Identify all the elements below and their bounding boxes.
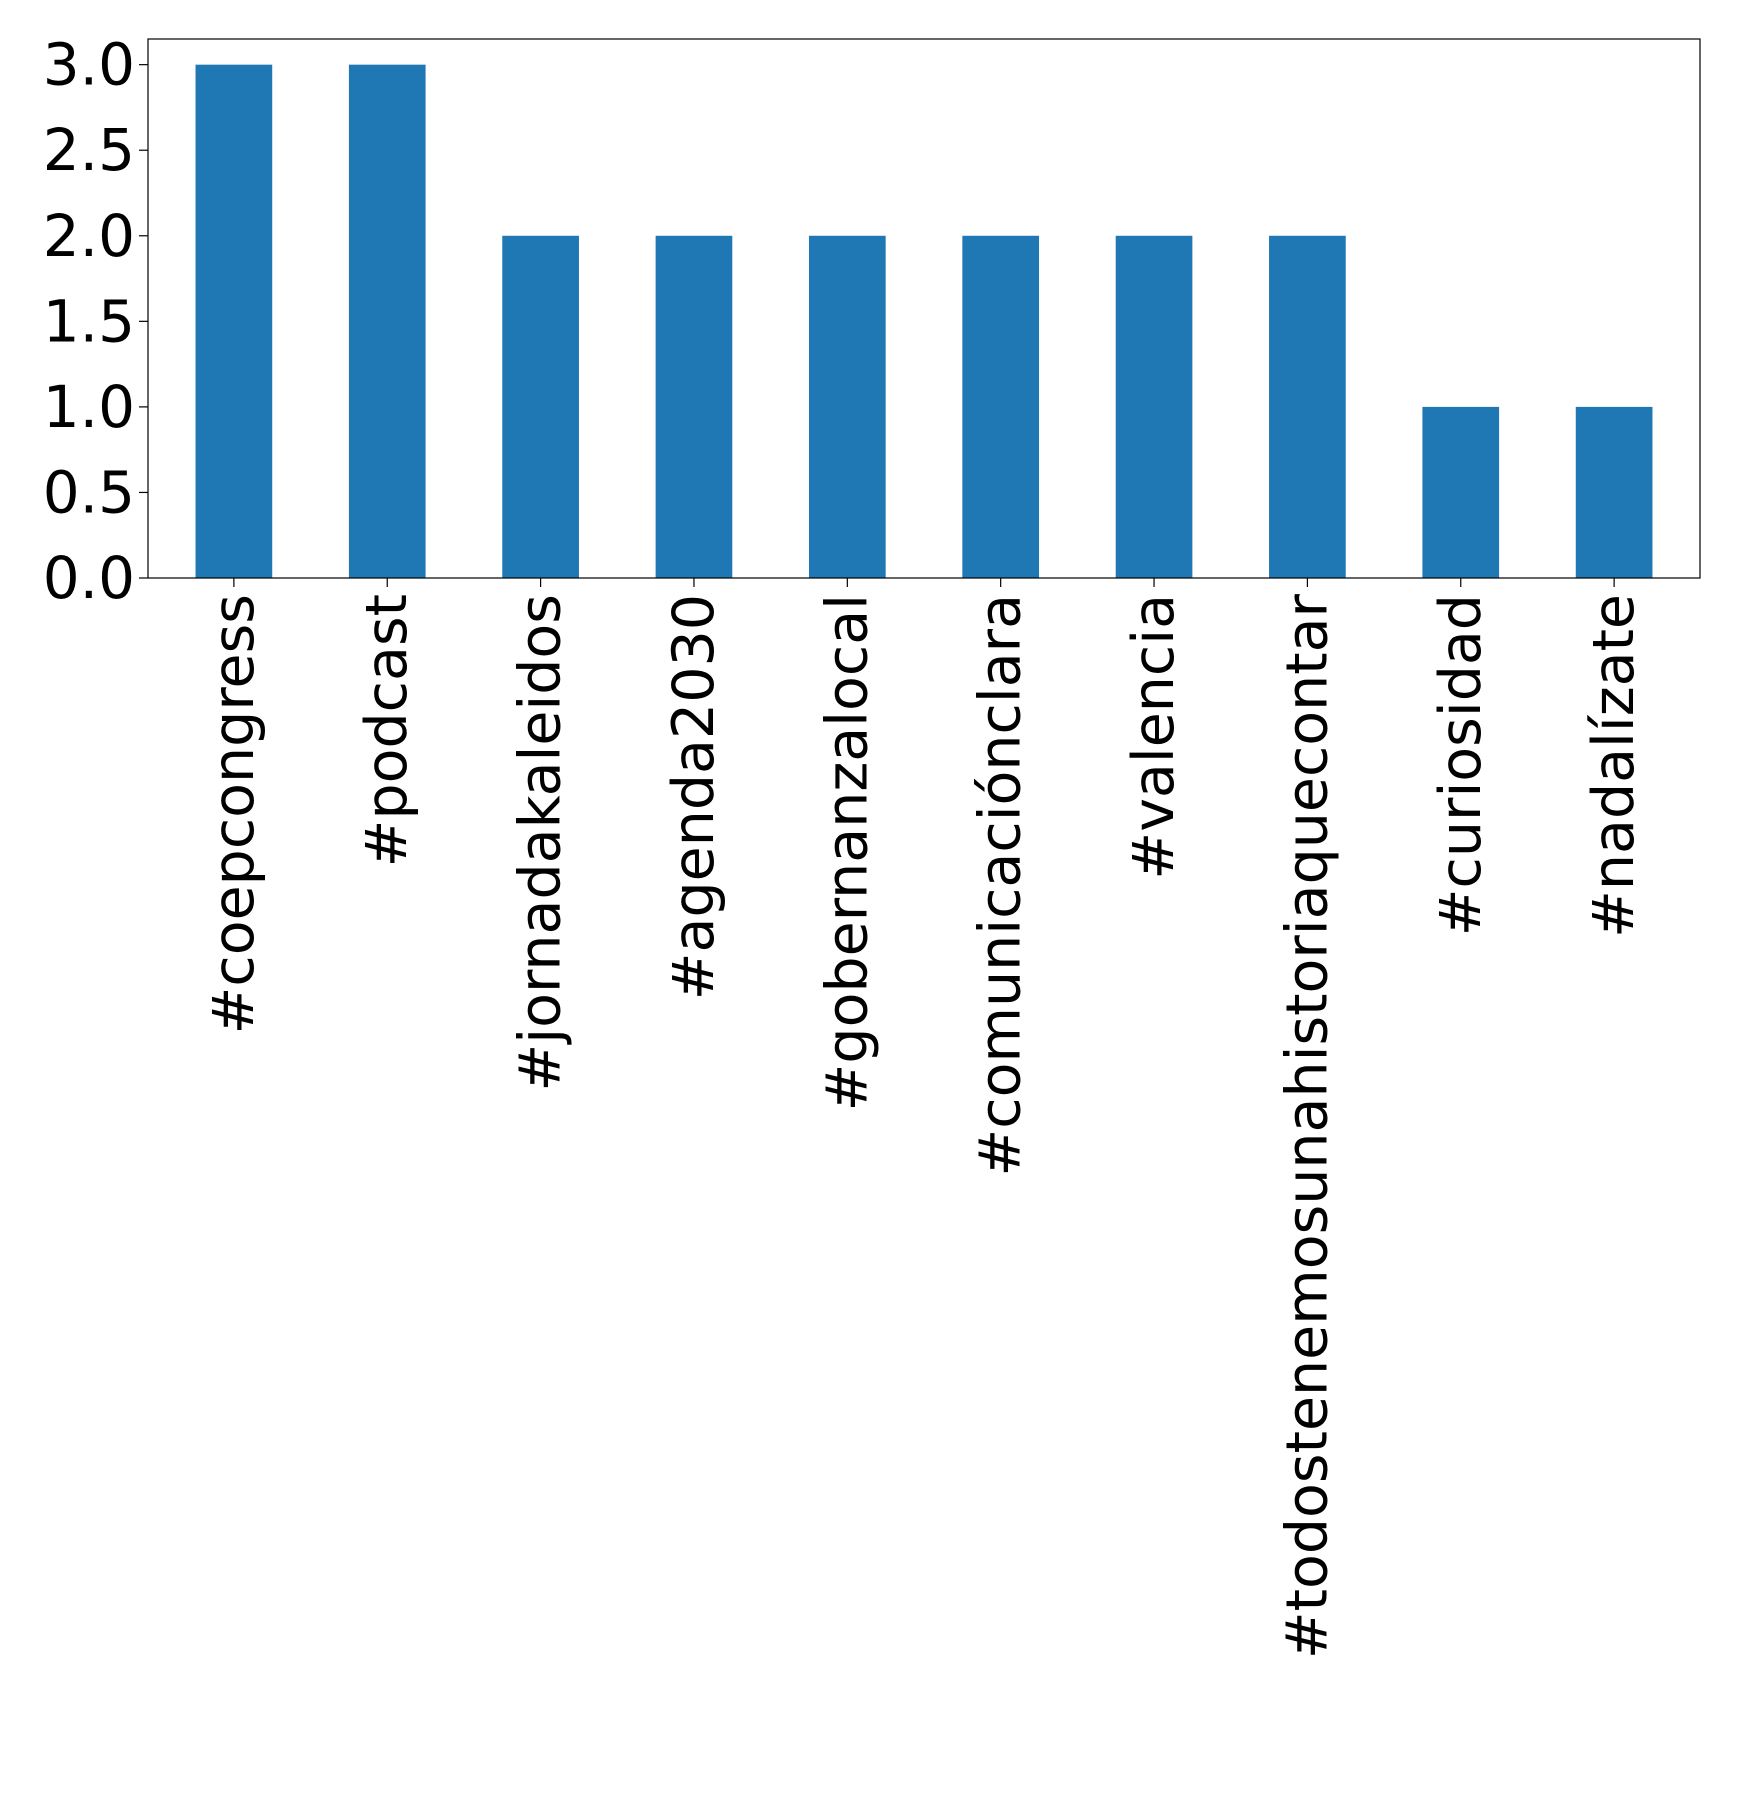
bar-0 [195,64,273,578]
bar-6 [1115,235,1193,578]
x-tick-label: #comunicaciónclara [968,594,1034,1177]
x-tick-label: #agenda2030 [661,594,727,1000]
y-tick-label: 1.5 [43,287,135,355]
x-axis: #coepcongress #podcast #jornadakaleidos #ag… [201,578,1647,1659]
x-tick-label: #curiosidad [1428,594,1494,936]
x-tick-label: #nadalízate [1581,594,1647,938]
bar-8 [1422,406,1500,578]
x-tick-label: #jornadakaleidos [508,594,574,1092]
bar-4 [808,235,886,578]
y-tick-label: 0.5 [43,458,135,526]
y-tick-label: 2.0 [43,202,135,270]
y-tick-label: 1.0 [43,373,135,441]
y-tick-label: 0.0 [43,544,135,612]
x-tick-label: #podcast [354,594,420,867]
plot-frame [147,38,1701,579]
bar-5 [962,235,1040,578]
bar-1 [348,64,426,578]
x-tick-label: #todostenemosunahistoriaquecontar [1274,593,1340,1659]
x-tick-label: #valencia [1121,594,1187,880]
y-axis: 0.0 0.5 1.0 1.5 2.0 2.5 3.0 [43,31,148,612]
bar-2 [502,235,579,578]
y-tick-label: 2.5 [43,116,135,184]
bar-3 [655,235,733,578]
y-tick-label: 3.0 [43,31,135,99]
x-tick-label: #gobernanzalocal [814,594,880,1111]
bar-9 [1575,406,1653,578]
axes-layer [147,38,1701,579]
bars-layer [195,64,1653,578]
x-tick-label: #coepcongress [201,594,267,1034]
bar-7 [1269,235,1346,578]
